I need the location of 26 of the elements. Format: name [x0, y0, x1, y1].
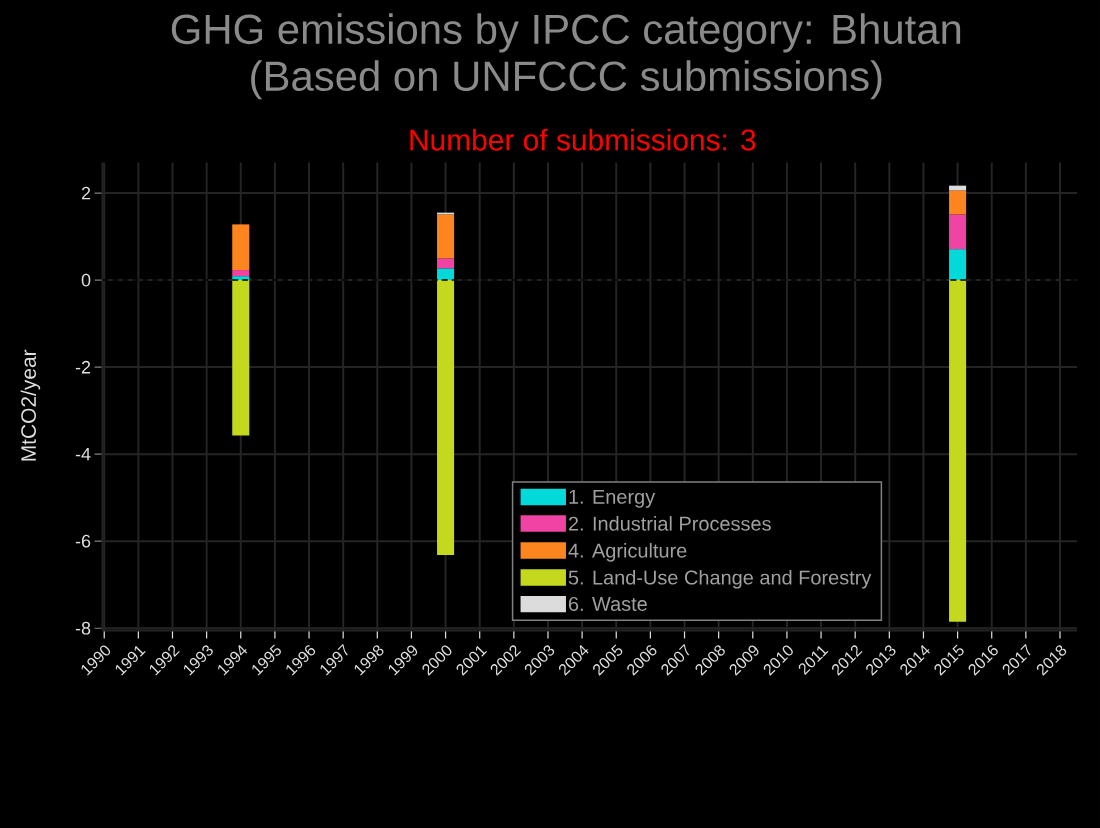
bar — [437, 268, 455, 281]
bar — [232, 280, 250, 436]
bar — [437, 214, 455, 259]
y-axis-title: MtCO2/year — [20, 349, 41, 461]
legend-label: 4. Agriculture — [568, 543, 687, 562]
bar — [949, 249, 967, 281]
bar — [437, 258, 455, 269]
bar — [949, 214, 967, 250]
bar — [437, 280, 455, 556]
legend-label: 6. Waste — [568, 596, 647, 612]
legend-label: 1. Energy — [569, 489, 656, 508]
y-tick-label: 0 — [81, 273, 91, 287]
y-tick-label: -8 — [75, 621, 91, 635]
legend-label: 5. Land-Use Change and Forestry — [568, 570, 872, 589]
y-tick-label: -2 — [75, 360, 91, 374]
chart-subtitle: (Based on UNFCCC submissions) — [251, 60, 882, 100]
chart-title: GHG emissions by IPCC category: Bhutan — [171, 13, 961, 53]
y-tick-label: -4 — [75, 448, 91, 461]
legend-label: 2. Industrial Processes — [568, 516, 771, 531]
text: Number of submissions: 3 — [410, 128, 756, 151]
bar — [949, 280, 967, 622]
bar — [232, 224, 250, 271]
y-tick-label: 2 — [81, 186, 91, 200]
bar — [949, 190, 967, 215]
bar — [232, 270, 250, 277]
y-tick-label: -6 — [75, 534, 91, 548]
